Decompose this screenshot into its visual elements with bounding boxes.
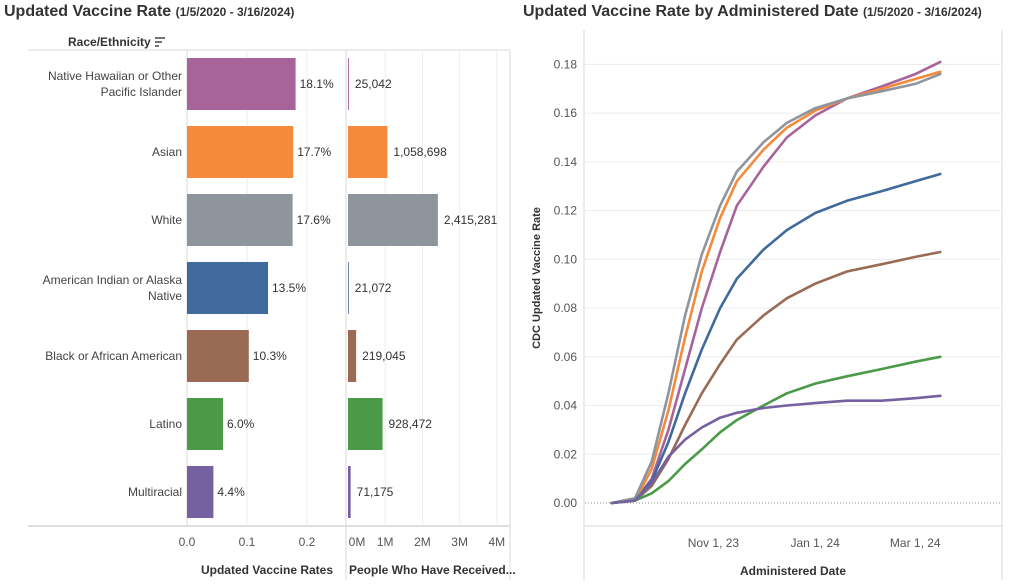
rate-tick-label: 0.0 — [179, 535, 196, 549]
category-label-line: Native Hawaiian or Other — [48, 69, 182, 83]
count-bar-multiracial[interactable] — [348, 466, 351, 518]
series-line-aian[interactable] — [610, 172, 942, 505]
rate-data-label: 10.3% — [253, 349, 287, 363]
rate-tick-label: 0.1 — [239, 535, 256, 549]
right-title-date-range: (1/5/2020 - 3/16/2024) — [862, 5, 982, 19]
count-tick-label: 0M — [349, 535, 366, 549]
y-tick-label: 0.04 — [554, 399, 578, 413]
count-data-label: 1,058,698 — [393, 145, 447, 159]
y-tick-label: 0.14 — [554, 155, 578, 169]
series-line-black[interactable] — [610, 250, 942, 505]
category-label-line: Asian — [152, 145, 182, 159]
series-line-latino[interactable] — [610, 355, 942, 505]
count-data-label: 219,045 — [362, 349, 406, 363]
y-tick-label: 0.16 — [554, 106, 578, 120]
count-data-label: 928,472 — [389, 417, 433, 431]
count-tick-label: 1M — [377, 535, 394, 549]
rate-data-label: 17.6% — [297, 213, 331, 227]
count-bar-asian[interactable] — [348, 126, 388, 178]
y-tick-label: 0.10 — [554, 252, 578, 266]
count-bar-american-indian-or-alaska-native[interactable] — [348, 262, 349, 314]
rate-data-label: 13.5% — [272, 281, 306, 295]
rate-data-label: 4.4% — [217, 485, 245, 499]
series-line-multiracial[interactable] — [610, 394, 942, 505]
count-axis-title: People Who Have Received... — [349, 563, 516, 577]
rate-data-label: 6.0% — [227, 417, 255, 431]
y-tick-label: 0.00 — [554, 496, 578, 510]
category-label-native-hawaiian-or-other-pacific-islander: Native Hawaiian or Other Pacific Islander — [48, 69, 182, 99]
rate-bar-latino[interactable] — [187, 398, 223, 450]
category-label-line: Black or African American — [45, 349, 182, 363]
category-label-line: Multiracial — [128, 485, 182, 499]
count-data-label: 2,415,281 — [444, 213, 498, 227]
rate-bar-white[interactable] — [187, 194, 293, 246]
category-label-line: Pacific Islander — [101, 85, 182, 99]
left-chart-title: Updated Vaccine Rate (1/5/2020 - 3/16/20… — [4, 3, 294, 21]
x-tick-label: Mar 1, 24 — [890, 536, 941, 550]
y-tick-label: 0.08 — [554, 301, 578, 315]
rate-tick-label: 0.2 — [299, 535, 316, 549]
count-bar-black-or-african-american[interactable] — [348, 330, 357, 382]
count-data-label: 21,072 — [355, 281, 392, 295]
series-line-white[interactable] — [610, 72, 942, 505]
category-label-line: Latino — [149, 417, 182, 431]
count-tick-label: 3M — [451, 535, 468, 549]
category-label-asian: Asian — [152, 145, 182, 159]
count-tick-label: 2M — [414, 535, 431, 549]
series-line-asian[interactable] — [610, 70, 942, 505]
category-label-white: White — [151, 213, 182, 227]
count-tick-label: 4M — [489, 535, 506, 549]
category-label-line: White — [151, 213, 182, 227]
rate-bar-american-indian-or-alaska-native[interactable] — [187, 262, 268, 314]
rate-bar-asian[interactable] — [187, 126, 294, 178]
rate-bar-black-or-african-american[interactable] — [187, 330, 249, 382]
y-axis-title: CDC Updated Vaccine Rate — [531, 207, 543, 349]
left-title-main: Updated Vaccine Rate — [4, 3, 172, 20]
rate-data-label: 17.7% — [297, 145, 331, 159]
category-label-multiracial: Multiracial — [128, 485, 182, 499]
x-axis-title: Administered Date — [740, 564, 846, 578]
series-line-nhpi[interactable] — [610, 60, 942, 505]
rate-data-label: 18.1% — [300, 77, 334, 91]
category-label-american-indian-or-alaska-native: American Indian or Alaska Native — [43, 273, 183, 303]
count-bar-native-hawaiian-or-other-pacific-islander[interactable] — [348, 58, 349, 110]
left-title-date-range: (1/5/2020 - 3/16/2024) — [175, 5, 295, 19]
count-bar-white[interactable] — [348, 194, 438, 246]
category-label-black-or-african-american: Black or African American — [45, 349, 182, 363]
count-data-label: 71,175 — [357, 485, 394, 499]
x-tick-label: Nov 1, 23 — [688, 536, 740, 550]
y-tick-label: 0.12 — [554, 204, 578, 218]
bar-charts: Race/Ethnicity 0.0 0.1 0.2 0M 1M 2M 3M 4M Updated… — [28, 35, 516, 580]
y-tick-label: 0.06 — [554, 350, 578, 364]
rate-axis-title: Updated Vaccine Rates — [201, 563, 333, 577]
y-tick-label: 0.18 — [554, 57, 578, 71]
right-chart-title: Updated Vaccine Rate by Administered Dat… — [523, 3, 982, 21]
race-ethnicity-header: Race/Ethnicity — [68, 35, 151, 49]
rate-bar-native-hawaiian-or-other-pacific-islander[interactable] — [187, 58, 296, 110]
rate-bar-multiracial[interactable] — [187, 466, 214, 518]
y-tick-label: 0.02 — [554, 447, 578, 461]
category-label-line: American Indian or Alaska — [43, 273, 183, 287]
count-data-label: 25,042 — [355, 77, 392, 91]
right-title-main: Updated Vaccine Rate by Administered Dat… — [523, 3, 859, 20]
sort-icon[interactable] — [155, 37, 165, 47]
count-bar-latino[interactable] — [348, 398, 383, 450]
x-tick-label: Jan 1, 24 — [790, 536, 840, 550]
category-label-line: Native — [148, 289, 182, 303]
category-label-latino: Latino — [149, 417, 182, 431]
